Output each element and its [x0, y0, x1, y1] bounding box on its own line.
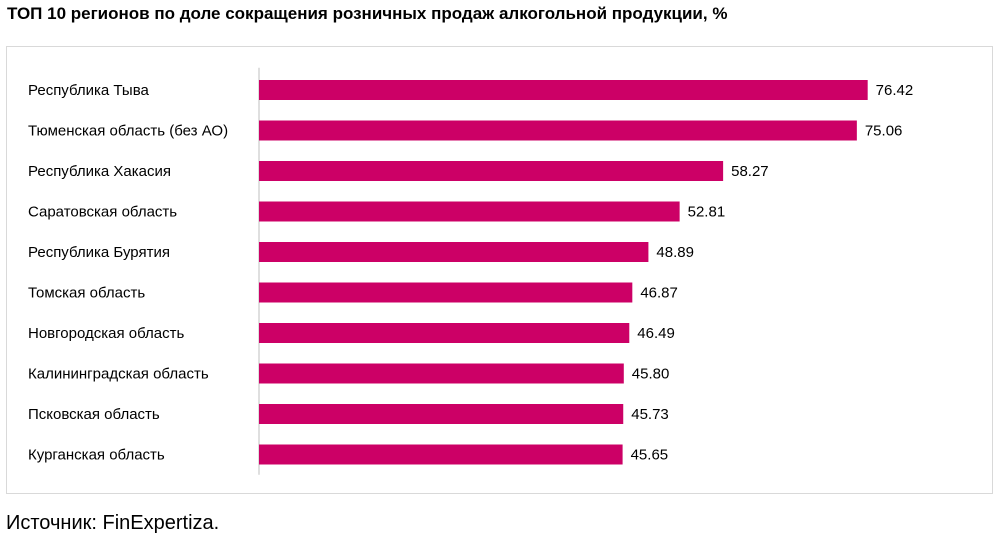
category-label: Новгородская область	[28, 325, 184, 342]
category-label: Курганская область	[28, 447, 165, 464]
category-label: Калининградская область	[28, 366, 209, 383]
category-label: Томская область	[28, 285, 145, 302]
data-label: 45.65	[631, 447, 669, 464]
data-label: 75.06	[865, 123, 903, 140]
bar-chart: Республика Тыва 76.42 Тюменская область (б…	[28, 67, 914, 475]
data-label: 45.80	[632, 366, 670, 383]
bar	[259, 323, 630, 343]
data-label: 46.87	[640, 285, 678, 302]
bar	[259, 444, 623, 465]
category-label: Республика Хакасия	[28, 163, 171, 180]
data-label: 76.42	[876, 82, 914, 99]
bar	[259, 404, 624, 424]
bar	[259, 201, 680, 222]
category-label: Псковская область	[28, 406, 160, 423]
bar	[259, 242, 649, 262]
bar	[259, 161, 724, 181]
data-label: 45.73	[631, 406, 669, 423]
bar	[259, 120, 857, 141]
chart-title: ТОП 10 регионов по доле сокращения розни…	[7, 4, 728, 23]
bar	[259, 363, 624, 384]
bar	[259, 80, 868, 100]
source-note: Источник: FinExpertiza.	[6, 512, 220, 534]
bar	[259, 282, 633, 303]
data-label: 52.81	[688, 204, 726, 221]
chart-area: Республика Тыва 76.42 Тюменская область (б…	[6, 46, 993, 494]
data-label: 58.27	[731, 163, 769, 180]
data-label: 46.49	[637, 325, 675, 342]
category-label: Республика Тыва	[28, 82, 150, 99]
category-label: Тюменская область (без АО)	[28, 123, 228, 140]
category-label: Саратовская область	[28, 204, 177, 221]
data-label: 48.89	[656, 244, 694, 261]
category-label: Республика Бурятия	[28, 244, 170, 261]
